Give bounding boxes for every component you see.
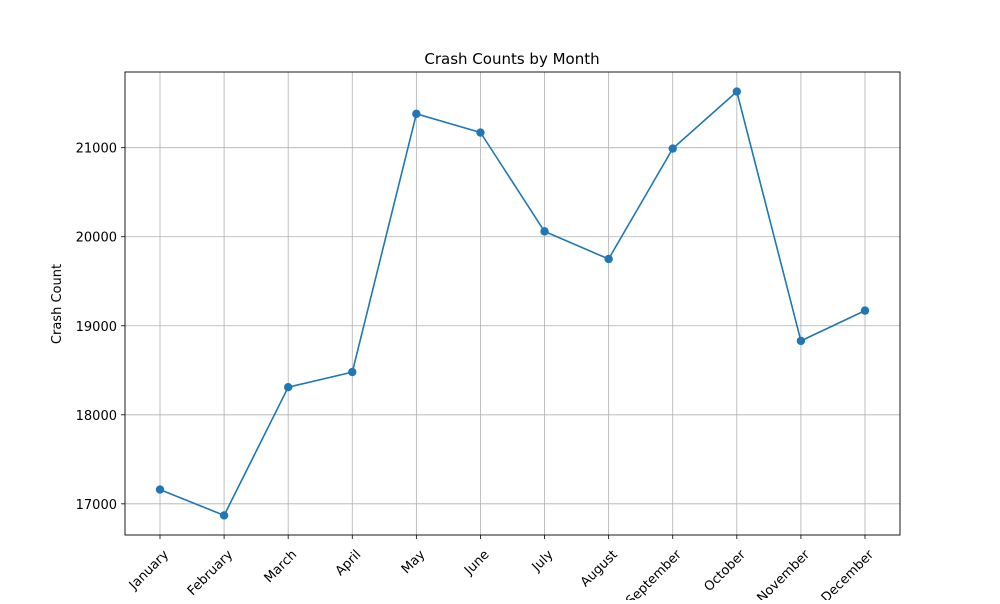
y-tick-label: 17000: [76, 498, 117, 513]
x-tick-label: October: [701, 547, 749, 595]
x-tick-label: January: [126, 547, 172, 593]
x-tick-label: May: [399, 547, 429, 577]
data-point: [860, 306, 870, 315]
y-tick-label: 20000: [76, 231, 117, 246]
y-tick-label: 19000: [76, 320, 117, 335]
data-point: [668, 144, 677, 153]
x-tick-label: March: [262, 547, 301, 586]
data-point: [732, 87, 742, 96]
ticks: January February March April May June July Augu…: [76, 142, 878, 604]
series-line: [159, 90, 866, 517]
data-point: [796, 336, 806, 346]
y-tick-label: 21000: [76, 142, 117, 157]
data-point: [155, 485, 165, 494]
x-tick-label: July: [529, 547, 557, 575]
y-axis-label: Crash Count: [50, 264, 65, 344]
data-point: [348, 367, 357, 377]
x-tick-label: February: [185, 547, 237, 599]
x-tick-label: August: [578, 547, 621, 590]
data-point: [219, 511, 229, 520]
x-tick-label: April: [333, 547, 365, 579]
x-tick-label: November: [755, 547, 814, 600]
axes: [124, 71, 901, 536]
data-point: [283, 382, 293, 392]
chart-title: Crash Counts by Month: [424, 50, 599, 68]
series-layer: [155, 87, 870, 520]
grid-lines: [125, 72, 900, 535]
plot-frame: [124, 71, 901, 536]
x-tick-label: June: [461, 547, 492, 578]
data-point: [476, 128, 485, 137]
x-tick-label: December: [819, 547, 878, 600]
x-tick-label: September: [623, 547, 685, 600]
data-point: [540, 227, 549, 236]
y-tick-label: 18000: [76, 409, 117, 424]
data-point: [412, 109, 421, 119]
data-point: [604, 254, 613, 264]
